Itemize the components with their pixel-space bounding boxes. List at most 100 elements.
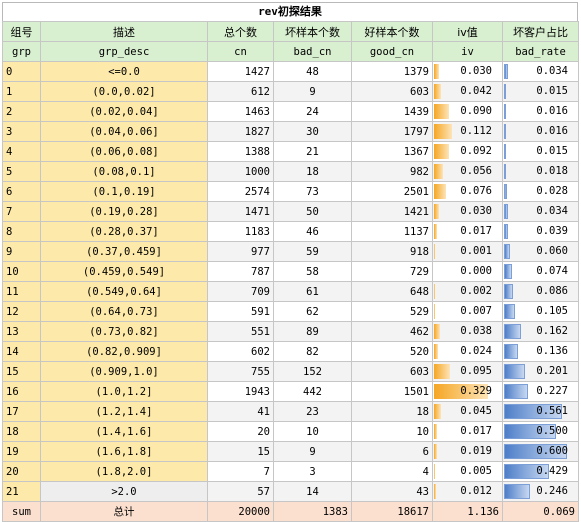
grp-cell[interactable]: 3 <box>3 122 41 142</box>
iv-cell[interactable]: 0.030 <box>433 62 503 82</box>
bad-cell[interactable]: 3 <box>274 462 352 482</box>
cn-cell[interactable]: 57 <box>208 482 274 502</box>
grp-cell[interactable]: 5 <box>3 162 41 182</box>
bad-rate-cell[interactable]: 0.074 <box>503 262 579 282</box>
header-bad-en[interactable]: bad_cn <box>274 42 352 62</box>
desc-cell[interactable]: (0.73,0.82] <box>41 322 208 342</box>
bad-rate-cell[interactable]: 0.034 <box>503 62 579 82</box>
header-grp-en[interactable]: grp <box>3 42 41 62</box>
bad-cell[interactable]: 9 <box>274 82 352 102</box>
bad-cell[interactable]: 61 <box>274 282 352 302</box>
bad-cell[interactable]: 89 <box>274 322 352 342</box>
good-cell[interactable]: 603 <box>352 362 433 382</box>
good-cell[interactable]: 462 <box>352 322 433 342</box>
desc-cell[interactable]: (0.1,0.19] <box>41 182 208 202</box>
iv-cell[interactable]: 0.042 <box>433 82 503 102</box>
iv-cell[interactable]: 0.007 <box>433 302 503 322</box>
bad-rate-cell[interactable]: 0.015 <box>503 82 579 102</box>
iv-cell[interactable]: 0.045 <box>433 402 503 422</box>
good-cell[interactable]: 6 <box>352 442 433 462</box>
cn-cell[interactable]: 709 <box>208 282 274 302</box>
grp-cell[interactable]: 9 <box>3 242 41 262</box>
sum-label[interactable]: sum <box>3 502 41 522</box>
bad-rate-cell[interactable]: 0.429 <box>503 462 579 482</box>
sum-iv[interactable]: 1.136 <box>433 502 503 522</box>
bad-cell[interactable]: 62 <box>274 302 352 322</box>
bad-cell[interactable]: 73 <box>274 182 352 202</box>
iv-cell[interactable]: 0.017 <box>433 422 503 442</box>
bad-cell[interactable]: 46 <box>274 222 352 242</box>
grp-cell[interactable]: 2 <box>3 102 41 122</box>
iv-cell[interactable]: 0.076 <box>433 182 503 202</box>
bad-cell[interactable]: 18 <box>274 162 352 182</box>
cn-cell[interactable]: 1000 <box>208 162 274 182</box>
sum-good[interactable]: 18617 <box>352 502 433 522</box>
desc-cell[interactable]: (1.2,1.4] <box>41 402 208 422</box>
grp-cell[interactable]: 13 <box>3 322 41 342</box>
header-bad-cn[interactable]: 坏样本个数 <box>274 22 352 42</box>
header-badrate-en[interactable]: bad_rate <box>503 42 579 62</box>
iv-cell[interactable]: 0.012 <box>433 482 503 502</box>
iv-cell[interactable]: 0.019 <box>433 442 503 462</box>
cn-cell[interactable]: 787 <box>208 262 274 282</box>
bad-rate-cell[interactable]: 0.201 <box>503 362 579 382</box>
bad-cell[interactable]: 50 <box>274 202 352 222</box>
grp-cell[interactable]: 20 <box>3 462 41 482</box>
cn-cell[interactable]: 591 <box>208 302 274 322</box>
bad-rate-cell[interactable]: 0.034 <box>503 202 579 222</box>
bad-cell[interactable]: 10 <box>274 422 352 442</box>
good-cell[interactable]: 520 <box>352 342 433 362</box>
cn-cell[interactable]: 7 <box>208 462 274 482</box>
grp-cell[interactable]: 0 <box>3 62 41 82</box>
header-good-cn[interactable]: 好样本个数 <box>352 22 433 42</box>
desc-cell[interactable]: (1.6,1.8] <box>41 442 208 462</box>
header-cn-cn[interactable]: 总个数 <box>208 22 274 42</box>
iv-cell[interactable]: 0.038 <box>433 322 503 342</box>
iv-cell[interactable]: 0.024 <box>433 342 503 362</box>
iv-cell[interactable]: 0.329 <box>433 382 503 402</box>
header-desc-cn[interactable]: 描述 <box>41 22 208 42</box>
cn-cell[interactable]: 1388 <box>208 142 274 162</box>
good-cell[interactable]: 918 <box>352 242 433 262</box>
bad-rate-cell[interactable]: 0.105 <box>503 302 579 322</box>
bad-cell[interactable]: 59 <box>274 242 352 262</box>
desc-cell[interactable]: >2.0 <box>41 482 208 502</box>
cn-cell[interactable]: 602 <box>208 342 274 362</box>
bad-cell[interactable]: 152 <box>274 362 352 382</box>
desc-cell[interactable]: (0.08,0.1] <box>41 162 208 182</box>
cn-cell[interactable]: 1827 <box>208 122 274 142</box>
bad-rate-cell[interactable]: 0.086 <box>503 282 579 302</box>
desc-cell[interactable]: (0.0,0.02] <box>41 82 208 102</box>
cn-cell[interactable]: 977 <box>208 242 274 262</box>
desc-cell[interactable]: (0.04,0.06] <box>41 122 208 142</box>
good-cell[interactable]: 10 <box>352 422 433 442</box>
cn-cell[interactable]: 20 <box>208 422 274 442</box>
desc-cell[interactable]: (0.549,0.64] <box>41 282 208 302</box>
good-cell[interactable]: 1797 <box>352 122 433 142</box>
header-good-en[interactable]: good_cn <box>352 42 433 62</box>
bad-cell[interactable]: 442 <box>274 382 352 402</box>
iv-cell[interactable]: 0.030 <box>433 202 503 222</box>
sum-bad[interactable]: 1383 <box>274 502 352 522</box>
sum-desc[interactable]: 总计 <box>41 502 208 522</box>
bad-cell[interactable]: 23 <box>274 402 352 422</box>
cn-cell[interactable]: 1943 <box>208 382 274 402</box>
bad-rate-cell[interactable]: 0.600 <box>503 442 579 462</box>
desc-cell[interactable]: (1.4,1.6] <box>41 422 208 442</box>
bad-rate-cell[interactable]: 0.015 <box>503 142 579 162</box>
sum-bad-rate[interactable]: 0.069 <box>503 502 579 522</box>
iv-cell[interactable]: 0.001 <box>433 242 503 262</box>
good-cell[interactable]: 1137 <box>352 222 433 242</box>
iv-cell[interactable]: 0.112 <box>433 122 503 142</box>
header-desc-en[interactable]: grp_desc <box>41 42 208 62</box>
grp-cell[interactable]: 17 <box>3 402 41 422</box>
sum-cn[interactable]: 20000 <box>208 502 274 522</box>
header-badrate-cn[interactable]: 坏客户占比 <box>503 22 579 42</box>
cn-cell[interactable]: 1427 <box>208 62 274 82</box>
good-cell[interactable]: 648 <box>352 282 433 302</box>
bad-cell[interactable]: 14 <box>274 482 352 502</box>
bad-rate-cell[interactable]: 0.500 <box>503 422 579 442</box>
bad-cell[interactable]: 58 <box>274 262 352 282</box>
desc-cell[interactable]: (0.06,0.08] <box>41 142 208 162</box>
header-grp-cn[interactable]: 组号 <box>3 22 41 42</box>
